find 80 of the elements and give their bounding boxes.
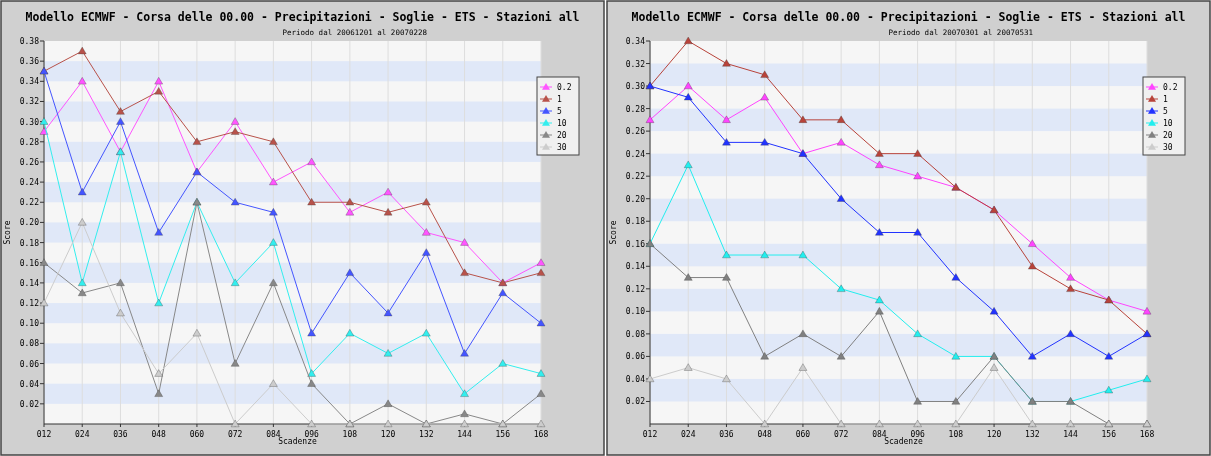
- x-tick-label: 096: [910, 430, 926, 439]
- y-tick-label: 0.06: [625, 352, 646, 362]
- legend-label: 20: [1163, 131, 1173, 140]
- x-tick-label: 036: [113, 430, 128, 439]
- x-tick-label: 144: [457, 430, 472, 439]
- y-tick-label: 0.04: [19, 379, 40, 389]
- x-tick-label: 048: [757, 430, 773, 439]
- x-tick-label: 156: [495, 430, 511, 439]
- x-tick-label: 024: [75, 430, 90, 439]
- x-tick-label: 060: [795, 430, 811, 439]
- y-tick-label: 0.04: [625, 374, 646, 384]
- y-tick-label: 0.20: [625, 194, 646, 204]
- y-tick-label: 0.26: [625, 127, 646, 137]
- x-tick-label: 024: [681, 430, 696, 439]
- y-tick-label: 0.34: [625, 37, 646, 46]
- y-tick-label: 0.08: [625, 329, 646, 339]
- chart-title: Modello ECMWF - Corsa delle 00.00 - Precipitazioni - Soglie - ETS - Stazioni all: [25, 10, 580, 24]
- y-tick-label: 0.22: [625, 172, 646, 182]
- x-axis-title: Scadenze: [278, 437, 317, 446]
- y-tick-label: 0.32: [625, 59, 646, 69]
- y-tick-label: 0.38: [19, 37, 40, 46]
- y-tick-label: 0.24: [625, 149, 646, 159]
- y-tick-label: 0.18: [19, 238, 40, 248]
- x-tick-label: 096: [304, 430, 320, 439]
- y-tick-label: 0.16: [19, 258, 40, 268]
- y-tick-label: 0.20: [19, 218, 40, 228]
- y-tick-label: 0.28: [625, 104, 646, 114]
- y-tick-label: 0.28: [19, 137, 40, 147]
- legend-label: 10: [1163, 119, 1173, 128]
- x-tick-label: 168: [533, 430, 549, 439]
- x-tick-label: 012: [36, 430, 52, 439]
- x-tick-label: 060: [189, 430, 205, 439]
- legend-label: 0.2: [1163, 83, 1178, 92]
- x-axis-title: Scadenze: [884, 437, 923, 446]
- x-tick-label: 132: [1025, 430, 1040, 439]
- x-tick-label: 120: [986, 430, 1002, 439]
- y-tick-label: 0.02: [625, 397, 646, 407]
- y-tick-label: 0.22: [19, 198, 40, 208]
- legend-label: 0.2: [557, 83, 572, 92]
- y-axis-title: Score: [3, 220, 12, 245]
- y-tick-label: 0.34: [19, 77, 40, 87]
- y-tick-label: 0.02: [19, 399, 40, 409]
- legend-label: 30: [557, 143, 567, 152]
- y-tick-label: 0.06: [19, 359, 40, 369]
- x-tick-label: 132: [419, 430, 434, 439]
- legend-label: 20: [557, 131, 567, 140]
- y-tick-label: 0.24: [19, 178, 40, 188]
- legend-label: 1: [557, 95, 562, 104]
- y-tick-label: 0.10: [19, 319, 40, 329]
- y-axis-title: Score: [609, 220, 618, 245]
- x-tick-label: 156: [1101, 430, 1117, 439]
- y-tick-label: 0.30: [19, 117, 40, 127]
- y-tick-label: 0.14: [625, 262, 646, 272]
- x-tick-label: 108: [948, 430, 964, 439]
- x-tick-label: 144: [1063, 430, 1078, 439]
- legend-label: 30: [1163, 143, 1173, 152]
- y-tick-label: 0.10: [625, 307, 646, 317]
- x-tick-label: 120: [380, 430, 396, 439]
- y-tick-label: 0.30: [625, 82, 646, 92]
- legend-label: 5: [557, 107, 562, 116]
- y-tick-label: 0.26: [19, 157, 40, 167]
- y-tick-label: 0.14: [19, 278, 40, 288]
- legend-label: 10: [557, 119, 567, 128]
- x-tick-label: 036: [719, 430, 734, 439]
- y-tick-label: 0.32: [19, 97, 40, 107]
- y-tick-label: 0.16: [625, 239, 646, 249]
- legend-label: 5: [1163, 107, 1168, 116]
- y-tick-label: 0.36: [19, 57, 40, 67]
- x-tick-label: 072: [833, 430, 849, 439]
- x-tick-label: 108: [342, 430, 358, 439]
- x-tick-label: 168: [1139, 430, 1155, 439]
- x-tick-label: 012: [642, 430, 658, 439]
- y-tick-label: 0.08: [19, 339, 40, 349]
- x-tick-label: 048: [151, 430, 167, 439]
- x-tick-label: 072: [227, 430, 243, 439]
- y-tick-label: 0.12: [19, 299, 40, 309]
- y-tick-label: 0.12: [625, 284, 646, 294]
- y-tick-label: 0.18: [625, 217, 646, 227]
- chart-title: Modello ECMWF - Corsa delle 00.00 - Precipitazioni - Soglie - ETS - Stazioni all: [631, 10, 1186, 24]
- legend-label: 1: [1163, 95, 1168, 104]
